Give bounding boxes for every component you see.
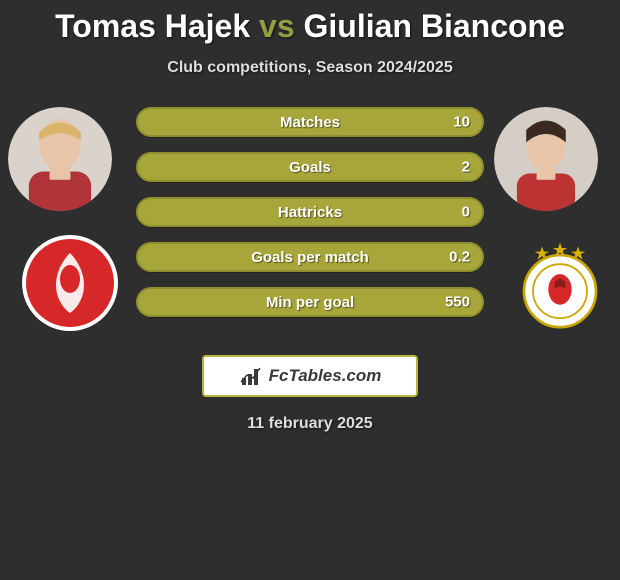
source-logo[interactable]: FcTables.com xyxy=(202,355,418,397)
stat-label: Matches xyxy=(280,114,340,131)
stat-right-value: 2 xyxy=(462,159,470,176)
player1-name: Tomas Hajek xyxy=(55,8,250,44)
stat-right-value: 0.2 xyxy=(449,249,470,266)
subtitle: Club competitions, Season 2024/2025 xyxy=(0,59,620,77)
club2-crest xyxy=(510,239,610,329)
stat-right-value: 10 xyxy=(453,114,470,131)
player1-avatar xyxy=(8,107,112,211)
stat-row: Goals per match 0.2 xyxy=(136,242,484,272)
logo-text: FcTables.com xyxy=(269,366,382,386)
stat-right-value: 550 xyxy=(445,294,470,311)
stat-row: Matches 10 xyxy=(136,107,484,137)
bar-chart-icon xyxy=(239,364,263,388)
main-panel: Matches 10 Goals 2 Hattricks 0 Goals per… xyxy=(0,101,620,341)
stat-right-value: 0 xyxy=(462,204,470,221)
club-crest-icon xyxy=(510,239,610,329)
page-title: Tomas Hajek vs Giulian Biancone xyxy=(0,8,620,45)
player2-avatar xyxy=(494,107,598,211)
person-icon xyxy=(8,107,112,211)
stat-row: Goals 2 xyxy=(136,152,484,182)
player2-name: Giulian Biancone xyxy=(304,8,565,44)
stat-label: Goals xyxy=(289,159,331,176)
stat-label: Hattricks xyxy=(278,204,342,221)
stat-label: Goals per match xyxy=(251,249,369,266)
club-crest-icon xyxy=(20,233,120,333)
stat-row: Hattricks 0 xyxy=(136,197,484,227)
club1-crest xyxy=(20,233,120,333)
vs-label: vs xyxy=(259,8,295,44)
comparison-card: Tomas Hajek vs Giulian Biancone Club com… xyxy=(0,0,620,433)
date-label: 11 february 2025 xyxy=(0,415,620,433)
person-icon xyxy=(494,107,598,211)
stat-row: Min per goal 550 xyxy=(136,287,484,317)
stat-label: Min per goal xyxy=(266,294,354,311)
stat-bars: Matches 10 Goals 2 Hattricks 0 Goals per… xyxy=(136,107,484,332)
